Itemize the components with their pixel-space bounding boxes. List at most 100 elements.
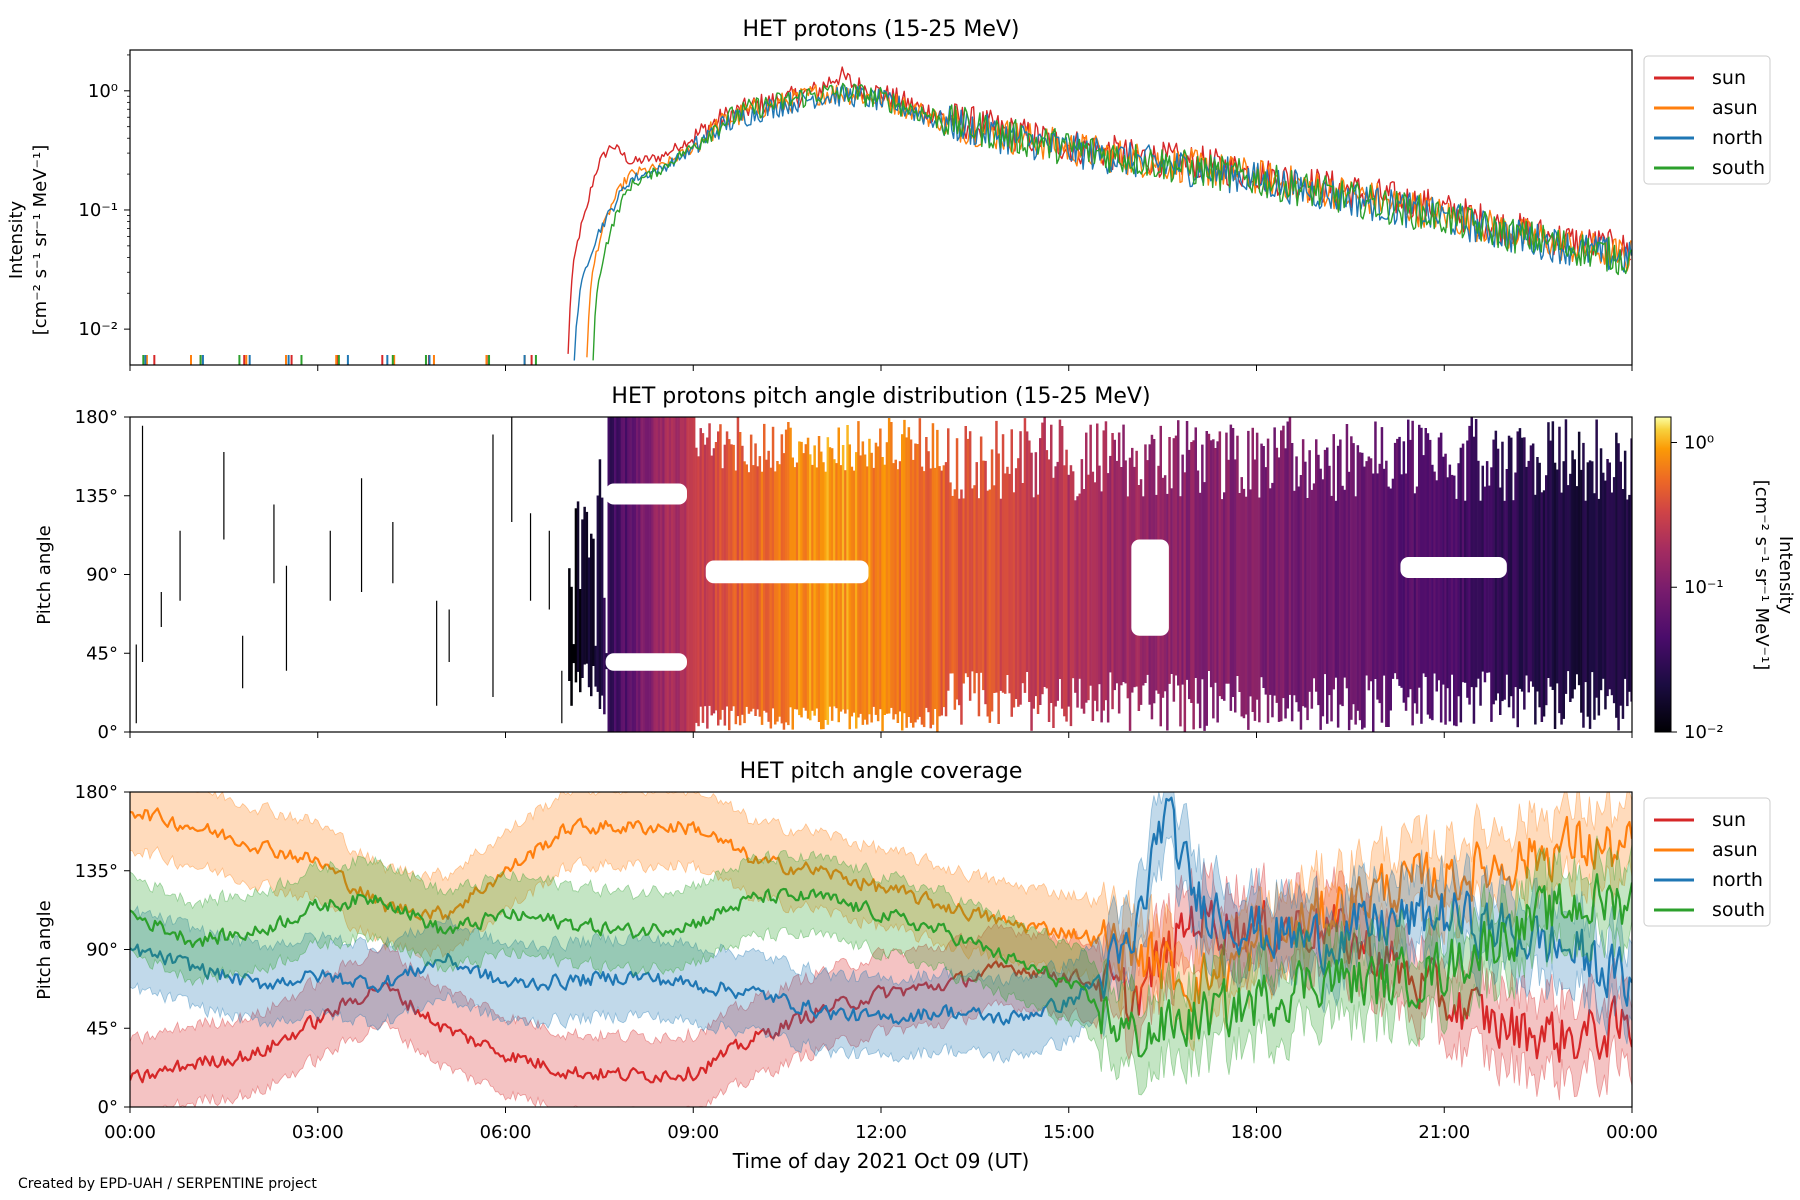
legend-label-north: north: [1712, 127, 1763, 149]
heatmap-column: [1516, 431, 1519, 728]
heatmap-column: [1069, 465, 1073, 727]
heatmap-column: [1001, 434, 1005, 693]
heatmap-column: [1113, 439, 1116, 691]
heatmap-column: [1177, 420, 1180, 686]
heatmap-column: [922, 471, 926, 728]
heatmap-column: [1510, 437, 1513, 697]
heatmap-column: [642, 417, 646, 732]
heatmap-column: [824, 471, 827, 720]
heatmap-column: [909, 439, 913, 723]
heatmap-column: [1415, 486, 1419, 714]
heatmap-column: [1474, 419, 1478, 688]
heatmap-column: [576, 501, 580, 672]
heatmap-column: [964, 426, 967, 674]
heatmap-column: [1172, 438, 1176, 702]
heatmap-column: [1608, 462, 1611, 690]
heatmap-gap: [605, 483, 687, 505]
heatmap-column: [1525, 466, 1528, 676]
heatmap-column: [903, 419, 906, 714]
heatmap-column: [638, 417, 641, 732]
heatmap-column: [1518, 428, 1522, 689]
panel3-ylabel: Pitch angle: [34, 900, 55, 999]
heatmap-column: [1170, 488, 1173, 674]
heatmap-column: [1602, 472, 1605, 679]
heatmap-column: [1542, 490, 1546, 717]
heatmap-column: [1293, 490, 1296, 696]
heatmap-column: [596, 495, 600, 692]
heatmap-column: [1413, 493, 1417, 704]
heatmap-column: [769, 467, 773, 729]
heatmap-column: [1034, 452, 1038, 697]
heatmap-column: [1571, 450, 1574, 699]
heatmap-column: [1060, 426, 1064, 709]
heatmap-column: [649, 417, 652, 732]
heatmap-column: [1488, 485, 1491, 673]
heatmap-column: [1540, 492, 1544, 722]
heatmap-column: [1514, 472, 1517, 688]
heatmap-column: [951, 495, 954, 674]
heatmap-column: [868, 438, 871, 715]
heatmap-column: [1074, 500, 1077, 693]
ytick-label: 10⁰: [88, 81, 118, 102]
heatmap-column: [839, 465, 843, 712]
heatmap-column: [1264, 467, 1268, 695]
heatmap-column: [1599, 448, 1603, 691]
heatmap-column: [1082, 489, 1086, 714]
heatmap-column: [618, 417, 621, 732]
heatmap-column: [734, 470, 738, 725]
heatmap-column: [907, 427, 911, 717]
ytick-label: 90°: [86, 565, 118, 586]
legend-label-asun: asun: [1712, 97, 1758, 119]
heatmap-column: [1188, 449, 1191, 700]
heatmap-column: [774, 471, 777, 725]
series-asun-intensity-line: [145, 84, 1632, 365]
heatmap-column: [1612, 477, 1616, 704]
heatmap-column: [585, 511, 589, 664]
heatmap-column: [688, 417, 692, 732]
heatmap-column: [830, 448, 834, 721]
heatmap-column: [977, 498, 981, 717]
heatmap-column: [1111, 433, 1114, 710]
heatmap-column: [1181, 454, 1184, 685]
heatmap-column: [881, 457, 884, 732]
heatmap-column: [721, 468, 724, 710]
heatmap-column: [752, 465, 755, 709]
heatmap-column: [1030, 452, 1033, 731]
heatmap-column: [944, 462, 948, 717]
heatmap-column: [1280, 430, 1283, 722]
heatmap-column: [1457, 463, 1460, 697]
heatmap-column: [1398, 436, 1401, 686]
heatmap-column: [1556, 469, 1559, 684]
heatmap-column: [600, 497, 604, 696]
ytick-label: 135°: [75, 861, 118, 882]
heatmap-column: [1560, 492, 1563, 725]
heatmap-column: [1207, 433, 1211, 671]
legend-label-south: south: [1712, 899, 1765, 921]
heatmap-column: [1004, 473, 1007, 694]
heatmap-column: [1455, 498, 1458, 727]
heatmap-column: [1045, 450, 1049, 689]
heatmap-column: [999, 498, 1003, 691]
heatmap-column: [925, 437, 928, 708]
heatmap-column: [756, 466, 759, 710]
heatmap-column: [890, 422, 893, 708]
heatmap-column: [901, 434, 904, 731]
heatmap-column: [1286, 421, 1289, 709]
heatmap-column: [664, 417, 667, 732]
heatmap-column: [876, 446, 880, 722]
heatmap-column: [1330, 495, 1333, 722]
heatmap-column: [1479, 500, 1482, 706]
heatmap-column: [1255, 432, 1259, 700]
heatmap-column: [679, 417, 683, 732]
heatmap-column: [675, 417, 678, 732]
heatmap-column: [760, 471, 764, 725]
heatmap-column: [611, 417, 615, 732]
heatmap-column: [1529, 445, 1533, 682]
heatmap-column: [791, 457, 794, 730]
heatmap-column: [973, 485, 976, 694]
heatmap-column: [927, 451, 930, 713]
heatmap-column: [1179, 496, 1182, 727]
heatmap-column: [1551, 421, 1555, 690]
heatmap-column: [1363, 466, 1366, 728]
heatmap-column: [863, 454, 867, 720]
